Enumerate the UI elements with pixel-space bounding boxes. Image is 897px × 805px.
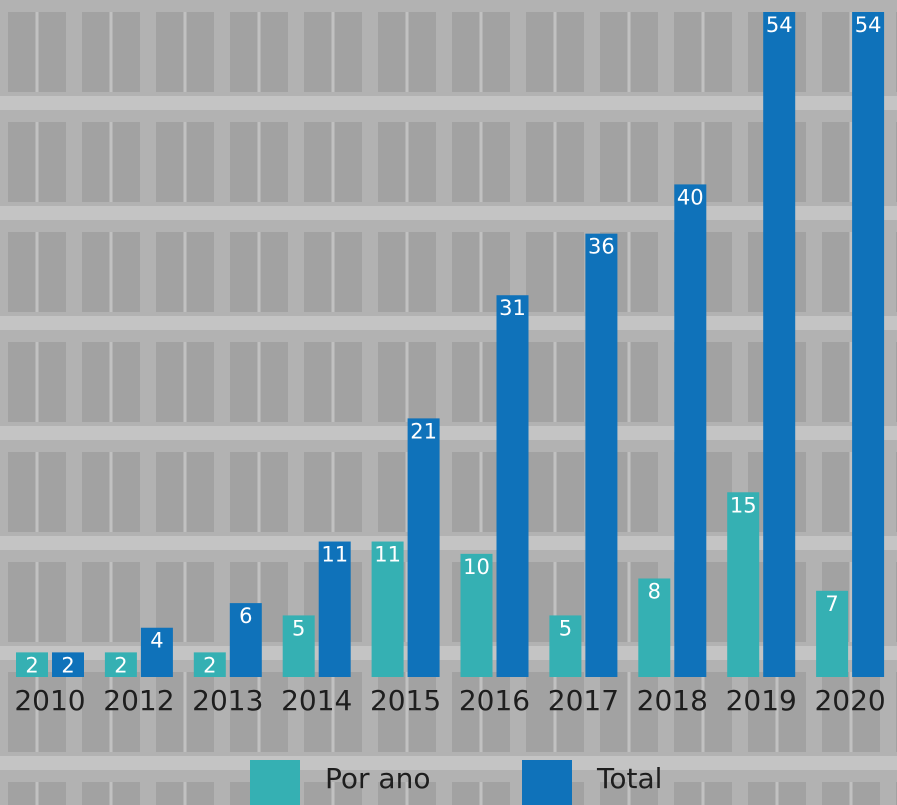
bar	[229, 603, 262, 677]
value-label: 10	[463, 555, 490, 579]
bar	[496, 295, 529, 677]
x-tick-label: 2015	[370, 684, 441, 717]
value-label: 11	[321, 543, 348, 567]
value-label: 11	[374, 543, 401, 567]
value-label: 4	[150, 629, 163, 653]
bar	[674, 184, 707, 677]
value-label: 15	[730, 493, 757, 517]
bar	[727, 492, 760, 677]
value-label: 36	[588, 235, 615, 259]
bar	[371, 541, 404, 677]
plot: 2 220102420122620135112014112120151031201…	[14, 12, 886, 805]
x-tick-label: 2014	[281, 684, 352, 717]
x-tick-label: 2010	[14, 684, 85, 717]
bar	[52, 652, 84, 677]
value-label: 54	[855, 13, 882, 37]
bar	[16, 652, 48, 677]
legend-label: Por ano	[325, 762, 430, 795]
bar	[549, 615, 582, 677]
x-tick-label: 2012	[103, 684, 174, 717]
value-label: 8	[648, 579, 661, 603]
bar	[318, 541, 351, 677]
value-label: 2	[203, 653, 216, 677]
legend-swatch	[250, 760, 300, 805]
value-label: 6	[239, 604, 252, 628]
bar	[585, 233, 618, 677]
x-tick-label: 2017	[548, 684, 619, 717]
value-label: 21	[410, 419, 437, 443]
bar	[140, 627, 173, 677]
bar	[460, 553, 493, 677]
bar	[852, 12, 885, 677]
legend-label: Total	[596, 762, 662, 795]
bar	[407, 418, 440, 677]
x-tick-label: 2016	[459, 684, 530, 717]
bar	[104, 652, 137, 677]
x-tick-label: 2013	[192, 684, 263, 717]
value-label: 5	[292, 616, 305, 640]
value-label: 54	[766, 13, 793, 37]
bar	[193, 652, 226, 677]
value-label: 2	[61, 653, 74, 677]
bar	[816, 590, 849, 677]
legend-swatch	[522, 760, 572, 805]
bar	[763, 12, 796, 677]
value-label: 31	[499, 296, 526, 320]
bar	[638, 578, 671, 677]
x-tick-label: 2019	[726, 684, 797, 717]
value-label: 2	[25, 653, 38, 677]
value-label: 2	[114, 653, 127, 677]
value-label: 5	[559, 616, 572, 640]
value-label: 7	[825, 592, 838, 616]
x-tick-label: 2018	[637, 684, 708, 717]
x-tick-label: 2020	[814, 684, 885, 717]
bar	[282, 615, 315, 677]
value-label: 40	[677, 185, 704, 209]
